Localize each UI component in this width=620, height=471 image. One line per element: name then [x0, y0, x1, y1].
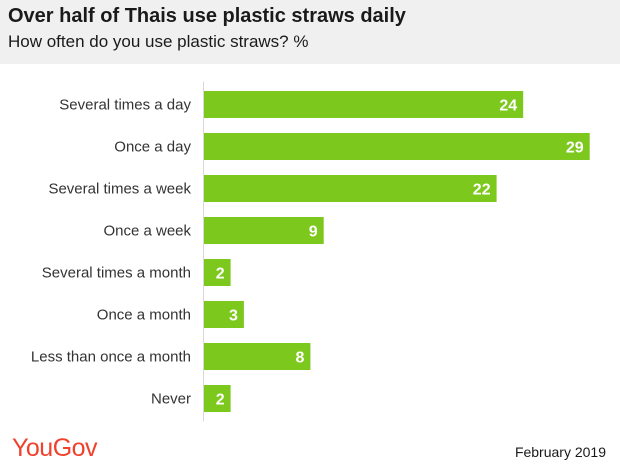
yougov-logo: YouGov: [12, 434, 98, 462]
data-label: 24: [499, 98, 517, 115]
bar: [204, 133, 590, 160]
category-label: Once a week: [103, 223, 191, 240]
publication-date: February 2019: [514, 444, 606, 460]
data-label: 8: [295, 350, 304, 367]
bar: [204, 259, 231, 286]
category-label: Once a month: [97, 307, 191, 324]
bar: [204, 217, 324, 244]
data-label: 2: [216, 392, 225, 409]
data-label: 2: [216, 266, 225, 283]
category-label: Once a day: [114, 139, 191, 156]
data-label: 29: [566, 140, 584, 157]
bar: [204, 343, 311, 370]
category-label: Several times a week: [48, 181, 191, 198]
data-label: 9: [309, 224, 318, 241]
category-label: Less than once a month: [31, 349, 191, 366]
chart-title: Over half of Thais use plastic straws da…: [8, 5, 406, 27]
bar: [204, 175, 497, 202]
chart-subtitle: How often do you use plastic straws? %: [8, 32, 309, 51]
category-label: Several times a month: [42, 265, 191, 282]
data-label: 3: [229, 308, 238, 325]
bar: [204, 385, 231, 412]
bar: [204, 91, 524, 118]
category-label: Several times a day: [59, 97, 191, 114]
data-label: 22: [473, 182, 491, 199]
chart-header: Over half of Thais use plastic straws da…: [0, 0, 620, 64]
category-label: Never: [151, 391, 191, 408]
bar: [204, 301, 244, 328]
